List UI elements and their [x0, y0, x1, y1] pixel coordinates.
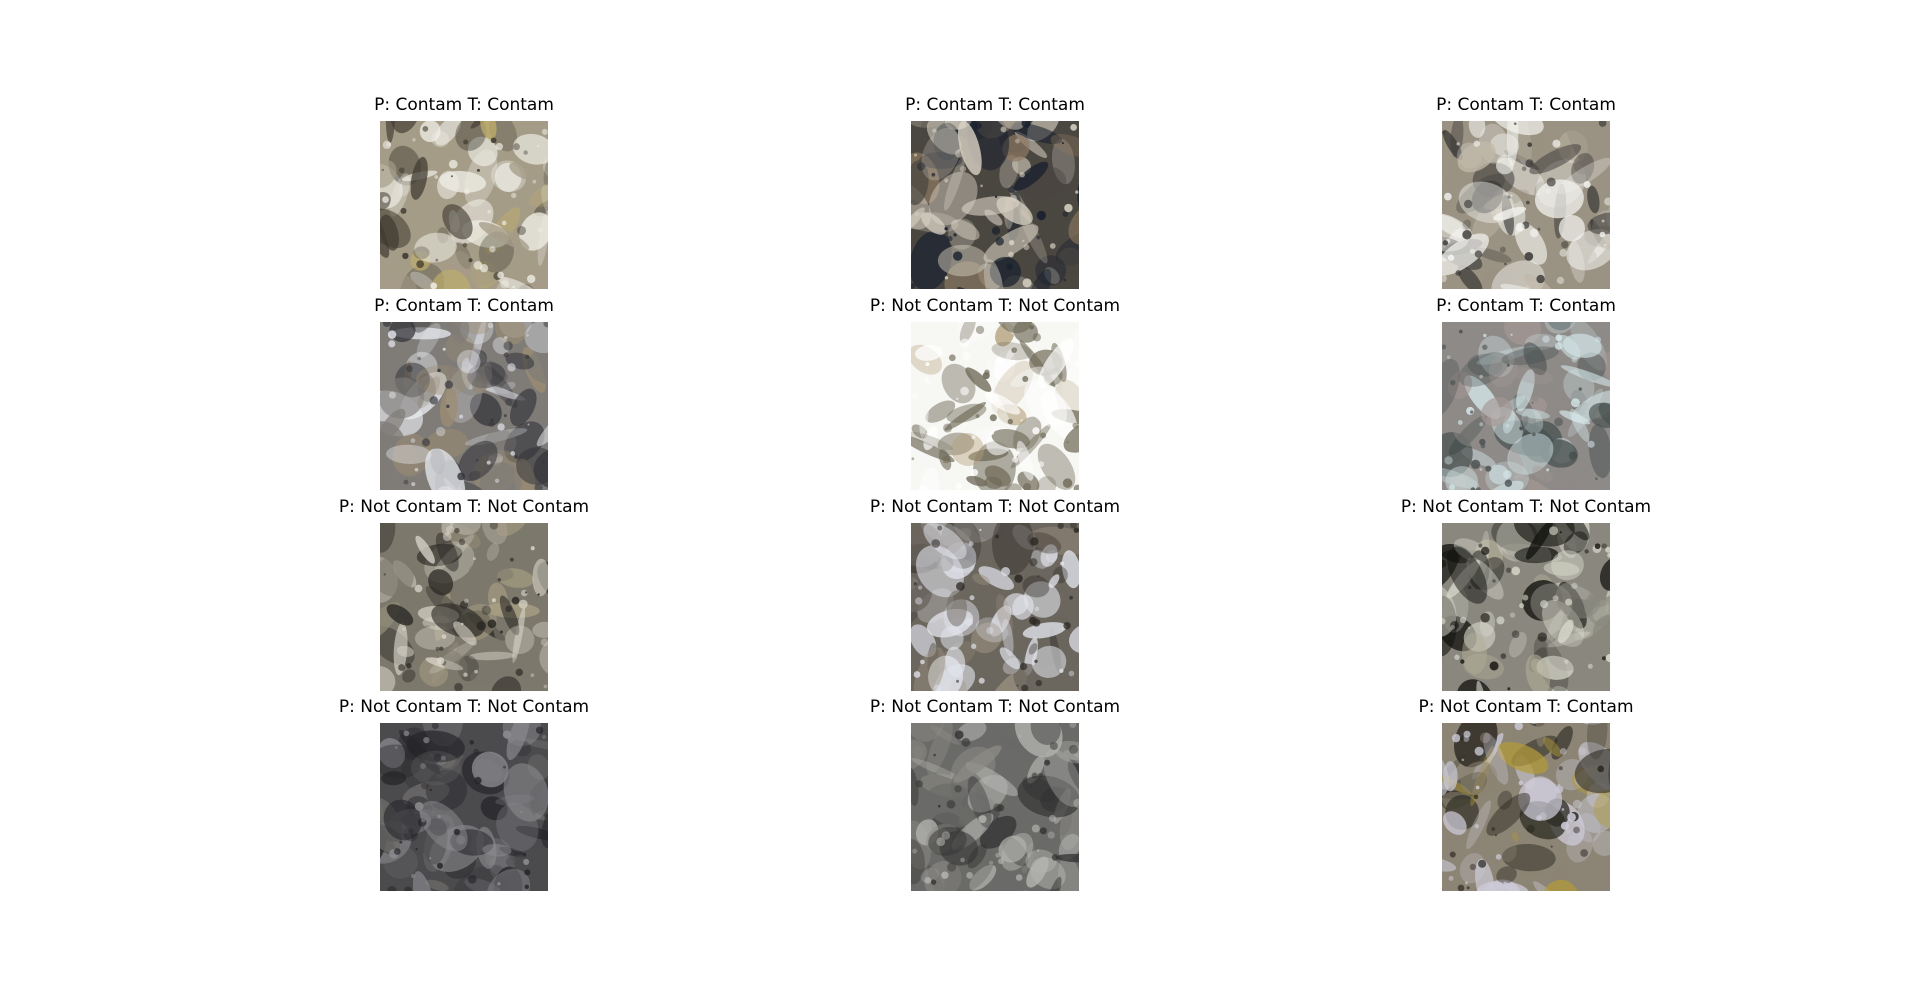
panel-title: P: Contam T: Contam [374, 95, 554, 115]
texture-image [1442, 723, 1610, 891]
panel-4: P: Contam T: Contam [294, 295, 634, 501]
panel-1: P: Contam T: Contam [294, 94, 634, 300]
panel-3: P: Contam T: Contam [1356, 94, 1696, 300]
panel-image [911, 322, 1079, 490]
texture-image [380, 523, 548, 691]
panel-title: P: Not Contam T: Not Contam [869, 296, 1121, 316]
panel-title: P: Not Contam T: Contam [1418, 697, 1634, 717]
texture-image [911, 121, 1079, 289]
texture-image [380, 322, 548, 490]
panel-image [380, 322, 548, 490]
texture-image [1442, 322, 1610, 490]
panel-2: P: Contam T: Contam [825, 94, 1165, 300]
panel-title: P: Not Contam T: Not Contam [338, 497, 590, 517]
panel-image [380, 523, 548, 691]
panel-10: P: Not Contam T: Not Contam [294, 696, 634, 902]
panel-12: P: Not Contam T: Contam [1356, 696, 1696, 902]
texture-image [911, 322, 1079, 490]
panel-image [380, 121, 548, 289]
panel-title: P: Contam T: Contam [1436, 296, 1616, 316]
panel-image [1442, 723, 1610, 891]
texture-image [1442, 121, 1610, 289]
panel-9: P: Not Contam T: Not Contam [1356, 496, 1696, 702]
texture-image [911, 523, 1079, 691]
panel-image [911, 121, 1079, 289]
panel-7: P: Not Contam T: Not Contam [294, 496, 634, 702]
panel-5: P: Not Contam T: Not Contam [825, 295, 1165, 501]
panel-title: P: Contam T: Contam [374, 296, 554, 316]
panel-11: P: Not Contam T: Not Contam [825, 696, 1165, 902]
panel-image [911, 523, 1079, 691]
panel-title: P: Contam T: Contam [1436, 95, 1616, 115]
panel-title: P: Contam T: Contam [905, 95, 1085, 115]
panel-image [1442, 322, 1610, 490]
panel-title: P: Not Contam T: Not Contam [869, 497, 1121, 517]
panel-image [380, 723, 548, 891]
panel-6: P: Contam T: Contam [1356, 295, 1696, 501]
panel-image [1442, 523, 1610, 691]
panel-image [1442, 121, 1610, 289]
panel-title: P: Not Contam T: Not Contam [1400, 497, 1652, 517]
texture-image [380, 121, 548, 289]
panel-8: P: Not Contam T: Not Contam [825, 496, 1165, 702]
texture-image [911, 723, 1079, 891]
panel-title: P: Not Contam T: Not Contam [338, 697, 590, 717]
panel-image [911, 723, 1079, 891]
texture-image [380, 723, 548, 891]
texture-image [1442, 523, 1610, 691]
panel-title: P: Not Contam T: Not Contam [869, 697, 1121, 717]
